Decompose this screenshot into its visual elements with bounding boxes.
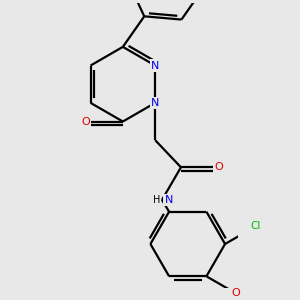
Text: O: O: [81, 116, 90, 127]
Text: Cl: Cl: [250, 221, 261, 231]
Text: N: N: [165, 195, 173, 205]
Text: N: N: [151, 98, 159, 108]
Text: N: N: [151, 61, 159, 70]
Text: O: O: [231, 288, 240, 298]
Text: O: O: [214, 162, 223, 172]
Text: H: H: [153, 195, 160, 205]
